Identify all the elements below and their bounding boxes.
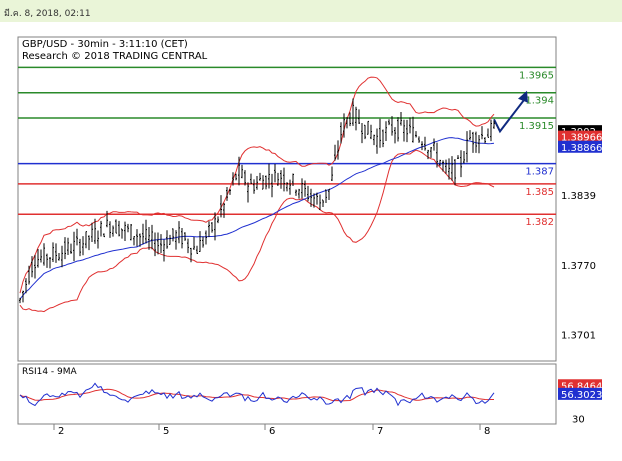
- timestamp: มี.ค. 8, 2018, 02:11: [4, 9, 91, 19]
- chart-title: GBP/USD - 30min - 3:11:10 (CET): [22, 39, 188, 50]
- bollinger-lower-band: [19, 149, 495, 313]
- level-label: 1.387: [525, 167, 554, 178]
- level-label: 1.3965: [519, 70, 554, 81]
- y-tick-label: 1.3701: [561, 331, 596, 342]
- x-tick-label: 6: [269, 426, 275, 437]
- level-label: 1.394: [525, 96, 554, 107]
- indicator-badge-box: [558, 130, 602, 143]
- indicator-badge: 1.38866: [561, 143, 602, 154]
- forecast-arrow-head: [518, 90, 528, 103]
- rsi-badge-box: [558, 387, 602, 400]
- chart-subtitle: Research © 2018 TRADING CENTRAL: [22, 51, 208, 62]
- x-tick-label: 5: [163, 426, 169, 437]
- level-label: 1.385: [525, 187, 554, 198]
- indicator-badge-box: [558, 140, 602, 153]
- level-label: 1.382: [525, 217, 554, 228]
- rsi-title: RSI14 - 9MA: [22, 367, 78, 377]
- rsi-panel: [17, 363, 557, 425]
- indicator-badge: 1.38966: [561, 133, 602, 144]
- level-label: 1.3915: [519, 121, 554, 132]
- forecast-arrow-line: [493, 98, 526, 134]
- x-tick-label: 8: [484, 426, 490, 437]
- y-tick-label: 1.3839: [561, 191, 596, 202]
- rsi-badge-label: 56.8464: [561, 381, 602, 392]
- x-tick-label: 7: [377, 426, 383, 437]
- rsi-line: [19, 382, 495, 407]
- x-tick-label: 2: [58, 426, 64, 437]
- rsi-badge-label: 56.3023: [561, 390, 602, 401]
- timestamp-bar: มี.ค. 8, 2018, 02:11: [0, 0, 622, 22]
- moving-average-line: [19, 137, 495, 300]
- bollinger-upper-band: [19, 76, 495, 294]
- rsi-tick-label: 30: [572, 415, 585, 426]
- y-tick-label: 1.3770: [561, 261, 596, 272]
- rsi-ma-line: [19, 388, 494, 402]
